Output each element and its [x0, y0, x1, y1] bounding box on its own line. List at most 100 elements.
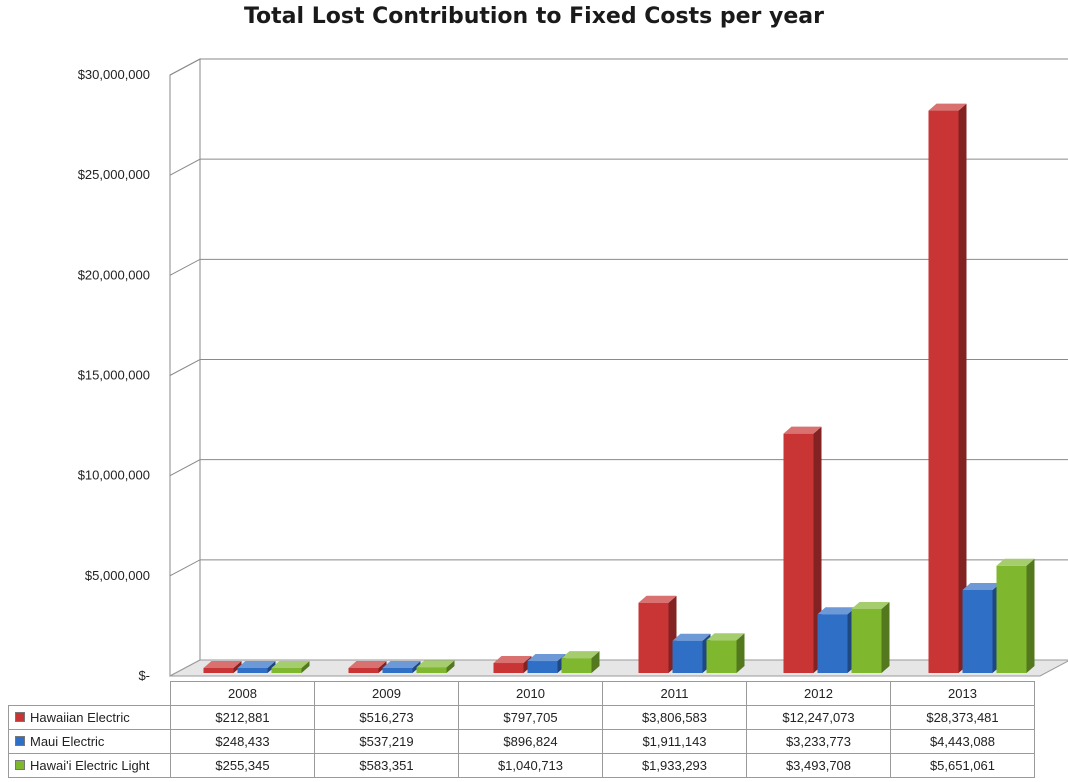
- y-tick-label: $5,000,000: [85, 568, 150, 583]
- data-label: $516,273: [314, 705, 459, 730]
- y-tick-label: $15,000,000: [78, 368, 150, 383]
- bar: [561, 658, 592, 673]
- bar-top: [271, 661, 310, 668]
- table-row-maui-electric: Maui Electric $248,433 $537,219 $896,824…: [8, 729, 1035, 754]
- data-label: $3,493,708: [746, 753, 891, 778]
- data-label: $255,345: [170, 753, 315, 778]
- data-label: $212,881: [170, 705, 315, 730]
- legend-entry: Hawaiian Electric: [8, 705, 171, 730]
- bar-top: [382, 661, 421, 668]
- gridline: [169, 559, 1068, 577]
- bar-top: [638, 595, 677, 603]
- table-row-hawaiian-electric: Hawaiian Electric $212,881 $516,273 $797…: [8, 705, 1035, 730]
- bar-side: [736, 633, 745, 673]
- bar-top: [203, 661, 242, 668]
- bar: [706, 640, 737, 673]
- bar-side: [267, 661, 276, 673]
- bar-top: [527, 654, 566, 662]
- table-header-row: 2008 2009 2010 2011 2012 2013: [8, 681, 1035, 706]
- data-label: $4,443,088: [890, 729, 1035, 754]
- bar-side: [1026, 558, 1035, 673]
- gridline: [169, 359, 1068, 376]
- legend-swatch: [15, 760, 25, 770]
- bar-top: [493, 656, 532, 664]
- bar: [382, 668, 413, 673]
- gridline: [169, 58, 1068, 76]
- bar-top: [348, 661, 387, 668]
- bar: [817, 614, 848, 673]
- bar-side: [591, 651, 600, 673]
- category-label: 2012: [746, 681, 891, 706]
- bar-top: [706, 633, 745, 641]
- bar-side: [412, 661, 421, 673]
- data-label: $1,040,713: [458, 753, 603, 778]
- bar: [672, 640, 703, 673]
- series-name: Hawai'i Electric Light: [30, 758, 150, 773]
- bar-top: [996, 558, 1035, 566]
- series-name: Maui Electric: [30, 734, 105, 749]
- data-label: $583,351: [314, 753, 459, 778]
- bar-top: [416, 660, 455, 668]
- data-label: $3,806,583: [602, 705, 747, 730]
- bar: [527, 661, 558, 673]
- chart-title: Total Lost Contribution to Fixed Costs p…: [243, 4, 825, 29]
- bar: [851, 609, 882, 673]
- bar-top: [817, 607, 856, 615]
- category-label: 2013: [890, 681, 1035, 706]
- bar: [783, 433, 814, 673]
- bar-side: [958, 103, 967, 673]
- data-label: $1,911,143: [602, 729, 747, 754]
- bar-top: [237, 661, 276, 668]
- bar-side: [446, 660, 455, 673]
- bar: [237, 668, 268, 673]
- category-label: 2008: [170, 681, 315, 706]
- data-label: $5,651,061: [890, 753, 1035, 778]
- bar: [996, 565, 1027, 673]
- bar: [928, 110, 959, 673]
- bar-top: [783, 426, 822, 434]
- data-label: $537,219: [314, 729, 459, 754]
- bar: [348, 668, 379, 673]
- bar-top: [928, 103, 967, 111]
- bar-side: [881, 602, 890, 673]
- bar-top: [672, 633, 711, 641]
- legend-entry: Hawai'i Electric Light: [8, 753, 171, 778]
- data-label: $1,933,293: [602, 753, 747, 778]
- bar-side: [813, 426, 822, 673]
- bar: [271, 668, 302, 673]
- legend-swatch: [15, 736, 25, 746]
- data-label: $3,233,773: [746, 729, 891, 754]
- legend-entry: Maui Electric: [8, 729, 171, 754]
- data-table: 2008 2009 2010 2011 2012 2013 Hawaiian E…: [8, 681, 1035, 778]
- y-tick-label: $10,000,000: [78, 468, 150, 483]
- data-label: $896,824: [458, 729, 603, 754]
- data-label: $797,705: [458, 705, 603, 730]
- legend-swatch: [15, 712, 25, 722]
- bar: [962, 589, 993, 673]
- data-label: $12,247,073: [746, 705, 891, 730]
- bar-top: [851, 602, 890, 610]
- table-row-hawaii-electric-light: Hawai'i Electric Light $255,345 $583,351…: [8, 753, 1035, 778]
- data-label: $248,433: [170, 729, 315, 754]
- bar-top: [561, 651, 600, 659]
- gridline: [169, 258, 1068, 276]
- series-name: Hawaiian Electric: [30, 710, 130, 725]
- data-label: $28,373,481: [890, 705, 1035, 730]
- gridline: [169, 459, 1068, 477]
- bar-side: [378, 661, 387, 673]
- category-label: 2010: [458, 681, 603, 706]
- bar: [416, 667, 447, 673]
- bar-top: [962, 582, 1001, 590]
- y-tick-label: $25,000,000: [78, 167, 150, 182]
- table-corner: [8, 681, 171, 706]
- category-label: 2011: [602, 681, 747, 706]
- bar: [638, 602, 669, 673]
- bar-side: [233, 661, 242, 673]
- y-tick-label: $-: [138, 668, 150, 683]
- y-tick-label: $20,000,000: [78, 267, 150, 282]
- bar: [493, 663, 524, 673]
- bar: [203, 668, 234, 673]
- bar-side: [301, 661, 310, 673]
- category-label: 2009: [314, 681, 459, 706]
